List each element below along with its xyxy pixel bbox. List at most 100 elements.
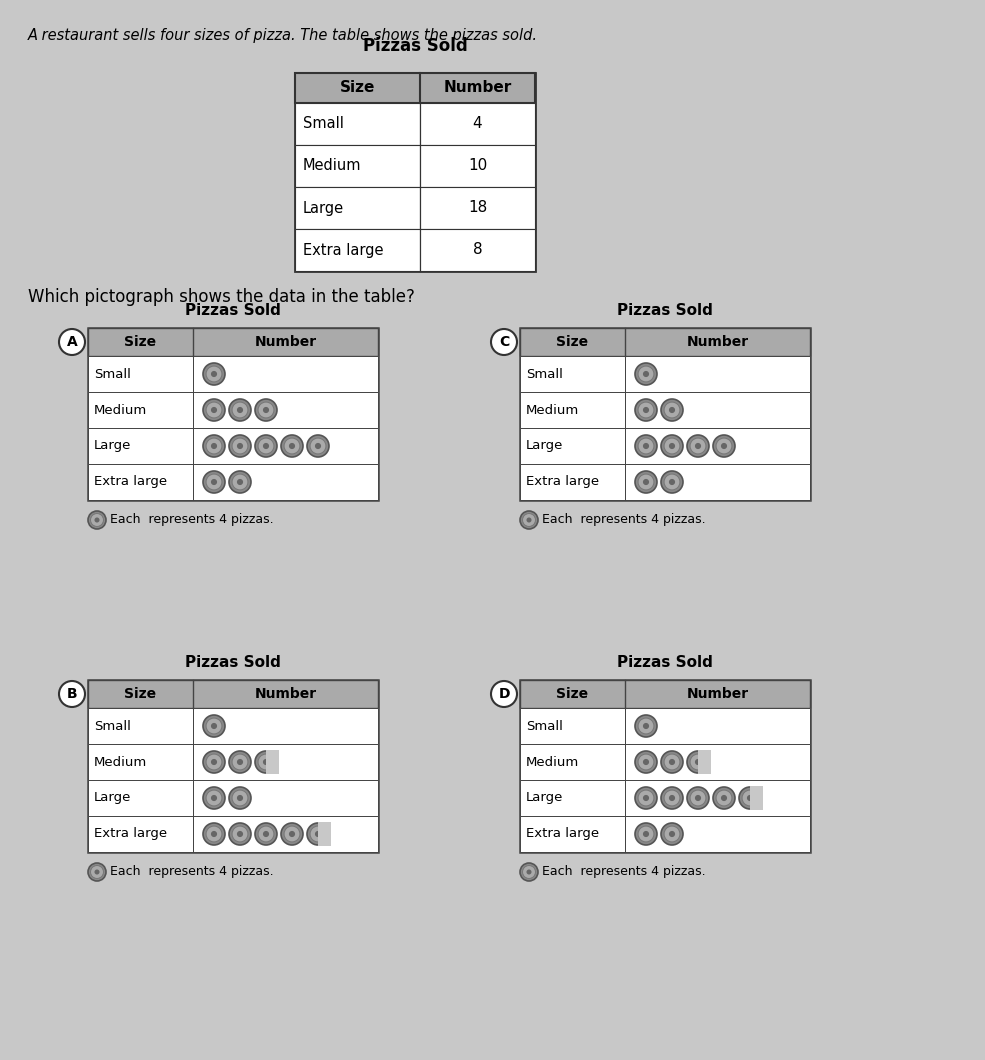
Bar <box>88 328 378 500</box>
Circle shape <box>232 790 248 806</box>
Bar <box>520 464 625 500</box>
Circle shape <box>258 826 274 842</box>
Circle shape <box>690 754 706 770</box>
Circle shape <box>713 435 735 457</box>
Circle shape <box>643 759 649 765</box>
Bar <box>193 744 378 780</box>
Circle shape <box>635 471 657 493</box>
Circle shape <box>229 435 251 457</box>
Circle shape <box>281 823 303 845</box>
Circle shape <box>315 831 321 837</box>
Circle shape <box>661 787 683 809</box>
Circle shape <box>95 869 99 874</box>
Text: Large: Large <box>526 440 563 453</box>
Text: Medium: Medium <box>94 756 147 768</box>
Circle shape <box>237 831 243 837</box>
Circle shape <box>742 790 757 806</box>
Bar <box>698 750 711 774</box>
Circle shape <box>307 823 329 845</box>
Bar <box>88 681 378 708</box>
Circle shape <box>638 790 654 806</box>
Circle shape <box>310 826 326 842</box>
Circle shape <box>211 443 217 449</box>
Circle shape <box>721 795 727 801</box>
Circle shape <box>638 826 654 842</box>
Bar <box>295 145 420 187</box>
Circle shape <box>687 435 709 457</box>
Circle shape <box>88 863 106 881</box>
Circle shape <box>263 443 269 449</box>
Circle shape <box>237 479 243 485</box>
Circle shape <box>206 790 222 806</box>
Text: 10: 10 <box>468 159 488 174</box>
Circle shape <box>664 438 680 454</box>
Circle shape <box>643 443 649 449</box>
Circle shape <box>526 869 532 874</box>
Circle shape <box>232 438 248 454</box>
Circle shape <box>643 371 649 377</box>
Circle shape <box>661 750 683 773</box>
Text: Number: Number <box>254 335 316 349</box>
Circle shape <box>211 831 217 837</box>
Circle shape <box>211 479 217 485</box>
Circle shape <box>635 363 657 385</box>
Circle shape <box>669 759 675 765</box>
Circle shape <box>206 438 222 454</box>
Bar <box>625 392 810 428</box>
Text: Small: Small <box>526 368 562 381</box>
Circle shape <box>635 750 657 773</box>
Circle shape <box>635 787 657 809</box>
Bar <box>88 744 193 780</box>
Circle shape <box>307 435 329 457</box>
Circle shape <box>669 407 675 413</box>
Circle shape <box>203 750 225 773</box>
Bar <box>520 681 810 852</box>
Bar <box>625 708 810 744</box>
Circle shape <box>59 681 85 707</box>
Text: Large: Large <box>303 200 344 215</box>
Circle shape <box>229 787 251 809</box>
Text: Large: Large <box>94 440 131 453</box>
Circle shape <box>635 399 657 421</box>
Text: Small: Small <box>526 720 562 732</box>
Circle shape <box>237 407 243 413</box>
Circle shape <box>232 754 248 770</box>
Bar <box>520 708 625 744</box>
Circle shape <box>203 435 225 457</box>
Bar <box>520 328 810 356</box>
Circle shape <box>661 823 683 845</box>
Text: Large: Large <box>526 792 563 805</box>
Text: Number: Number <box>687 687 749 701</box>
Circle shape <box>687 750 709 773</box>
Bar <box>420 145 535 187</box>
Circle shape <box>203 716 225 737</box>
Bar <box>625 464 810 500</box>
Circle shape <box>59 329 85 355</box>
Text: Pizzas Sold: Pizzas Sold <box>362 37 467 55</box>
Circle shape <box>203 399 225 421</box>
Text: Pizzas Sold: Pizzas Sold <box>617 655 713 670</box>
Bar <box>625 816 810 852</box>
Text: Extra large: Extra large <box>94 476 167 489</box>
Circle shape <box>690 438 706 454</box>
Circle shape <box>661 471 683 493</box>
Bar <box>420 229 535 271</box>
Bar <box>625 780 810 816</box>
Circle shape <box>520 511 538 529</box>
Bar <box>295 187 420 229</box>
Text: Small: Small <box>94 720 131 732</box>
Circle shape <box>211 759 217 765</box>
Text: Medium: Medium <box>526 756 579 768</box>
Bar <box>88 392 193 428</box>
Circle shape <box>289 443 295 449</box>
Bar <box>88 681 378 852</box>
Bar <box>625 744 810 780</box>
Circle shape <box>206 754 222 770</box>
Circle shape <box>206 826 222 842</box>
Circle shape <box>638 438 654 454</box>
Text: Size: Size <box>557 335 589 349</box>
Text: Extra large: Extra large <box>303 243 383 258</box>
Circle shape <box>664 402 680 418</box>
Circle shape <box>687 787 709 809</box>
Bar <box>88 816 193 852</box>
